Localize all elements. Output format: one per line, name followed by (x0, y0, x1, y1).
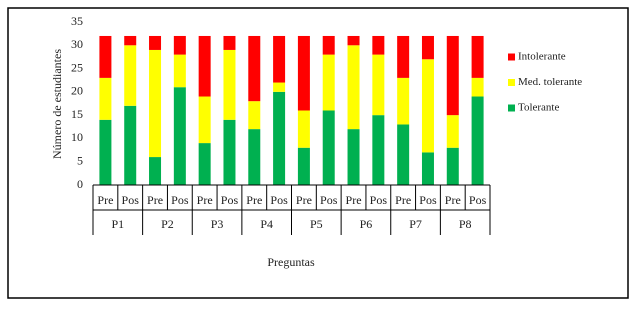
bar-segment (397, 35, 410, 78)
bar-segment (124, 105, 137, 185)
bar-segment (297, 110, 310, 148)
x-tick-label: Pos (221, 193, 239, 207)
bar-segment (223, 35, 236, 50)
x-tick-label: Pos (171, 193, 189, 207)
y-tick-label: 35 (71, 14, 83, 28)
legend-label: Intolerante (518, 51, 566, 63)
bar-segment (124, 35, 137, 46)
bar-segment (273, 82, 286, 92)
bar-segment (421, 35, 434, 60)
bar-segment (471, 96, 484, 185)
bar-segment (198, 35, 211, 97)
x-tick-label: Pos (320, 193, 338, 207)
y-tick-label: 25 (71, 60, 83, 74)
y-axis-label: Número de estudiantes (50, 49, 64, 159)
x-tick-label: Pos (370, 193, 388, 207)
bar-segment (99, 77, 112, 120)
y-tick-label: 20 (71, 84, 83, 98)
x-tick-label: Pos (419, 193, 437, 207)
legend-label: Med. tolerante (518, 76, 582, 88)
group-label: P7 (409, 217, 422, 231)
legend-swatch (508, 53, 515, 61)
bar-segment (372, 54, 385, 116)
bar-segment (297, 147, 310, 185)
x-tick-label: Pre (97, 193, 113, 207)
bar-segment (223, 119, 236, 185)
bar-segment (99, 119, 112, 185)
bar-segment (248, 129, 261, 185)
group-label: P1 (111, 217, 124, 231)
bar-segment (297, 35, 310, 111)
bar-segment (149, 49, 162, 158)
group-label: P6 (360, 217, 373, 231)
legend-swatch (508, 79, 515, 86)
group-label: P4 (260, 217, 273, 231)
group-label: P3 (211, 217, 224, 231)
bar-segment (446, 35, 459, 116)
y-tick-label: 10 (71, 130, 83, 144)
x-axis-label: Preguntas (267, 255, 315, 269)
bar-segment (173, 87, 186, 185)
bar-segment (273, 35, 286, 83)
bar-segment (372, 115, 385, 185)
bar-segment (397, 124, 410, 185)
bar-segment (471, 35, 484, 78)
bar-segment (248, 101, 261, 130)
x-tick-label: Pre (246, 193, 262, 207)
bar-segment (198, 96, 211, 144)
bar-segment (347, 45, 360, 130)
bar-segment (99, 35, 112, 78)
x-tick-label: Pre (147, 193, 163, 207)
x-tick-label: Pos (270, 193, 288, 207)
x-tick-label: Pre (197, 193, 213, 207)
bar-segment (173, 54, 186, 88)
bar-segment (322, 110, 335, 185)
group-label: P2 (161, 217, 174, 231)
x-tick-label: Pos (122, 193, 140, 207)
bar-segment (421, 59, 434, 153)
bar-segment (149, 157, 162, 185)
legend-swatch (508, 104, 515, 112)
group-label: P5 (310, 217, 323, 231)
bar-segment (471, 77, 484, 97)
bar-segment (223, 49, 236, 120)
x-tick-label: Pre (395, 193, 411, 207)
x-tick-label: Pre (296, 193, 312, 207)
bar-segment (372, 35, 385, 55)
bar-segment (446, 115, 459, 148)
bar-segment (347, 129, 360, 185)
legend-label: Tolerante (518, 102, 559, 114)
bar-segment (421, 152, 434, 185)
y-tick-label: 5 (77, 153, 83, 167)
y-tick-label: 15 (71, 107, 83, 121)
bar-segment (397, 77, 410, 125)
bar-segment (347, 35, 360, 46)
y-tick-label: 30 (71, 37, 83, 51)
bar-segment (198, 143, 211, 185)
x-tick-label: Pos (469, 193, 487, 207)
bar-segment (446, 147, 459, 185)
bar-segment (124, 45, 137, 106)
y-tick-label: 0 (77, 177, 83, 191)
x-tick-label: Pre (445, 193, 461, 207)
bar-segment (322, 35, 335, 55)
x-tick-label: Pre (346, 193, 362, 207)
bar-segment (149, 35, 162, 50)
bar-segment (322, 54, 335, 111)
group-label: P8 (459, 217, 472, 231)
bar-segment (248, 35, 261, 102)
bar-segment (273, 91, 286, 185)
bar-segment (173, 35, 186, 55)
